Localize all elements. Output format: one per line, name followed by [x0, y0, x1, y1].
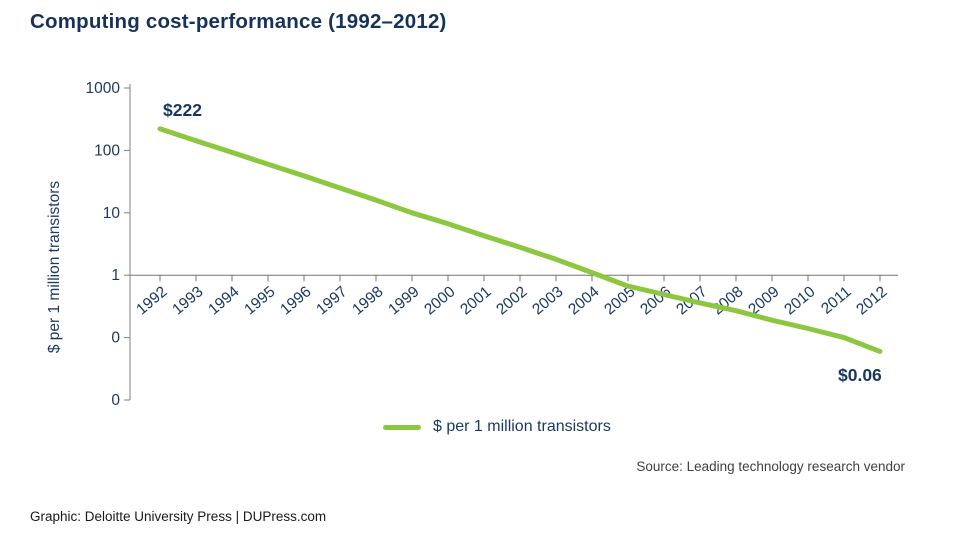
- start-value-label: $222: [163, 100, 202, 120]
- page-title: Computing cost-performance (1992–2012): [30, 10, 447, 33]
- x-tick-label: 2003: [529, 283, 566, 318]
- end-value-label: $0.06: [838, 365, 882, 385]
- x-tick-label: 1994: [205, 283, 243, 318]
- source-text: Source: Leading technology research vend…: [636, 459, 905, 474]
- x-tick-label: 2004: [565, 283, 603, 318]
- x-tick-label: 1997: [313, 283, 350, 318]
- y-tick-label: 1000: [86, 80, 121, 97]
- legend-line-swatch: [383, 424, 421, 430]
- x-tick-label: 1996: [277, 283, 314, 318]
- x-tick-label: 1998: [349, 283, 386, 318]
- y-tick-label: 100: [94, 142, 120, 159]
- x-tick-label: 2002: [493, 283, 530, 318]
- x-tick-label: 2011: [818, 283, 854, 317]
- x-tick-label: 2000: [421, 283, 459, 318]
- cost-line: [157, 126, 883, 354]
- x-tick-label: 1993: [169, 283, 206, 318]
- y-tick-label: 1: [111, 267, 120, 284]
- x-tick-label: 2010: [781, 283, 819, 318]
- x-tick-label: 1992: [133, 283, 170, 318]
- y-tick-label: 0: [111, 392, 120, 409]
- chart-canvas: 1000100101001992199319941995199619971998…: [86, 80, 898, 409]
- y-tick-label: 10: [103, 205, 121, 222]
- y-tick-label: 0: [111, 330, 120, 347]
- footer-text: Graphic: Deloitte University Press | DUP…: [30, 509, 327, 524]
- x-tick-label: 2012: [853, 283, 890, 318]
- x-tick-label: 2001: [457, 283, 494, 318]
- x-tick-label: 1999: [385, 283, 422, 318]
- x-tick-label: 1995: [241, 283, 278, 318]
- legend: $ per 1 million transistors: [383, 418, 611, 436]
- legend-label: $ per 1 million transistors: [433, 418, 611, 435]
